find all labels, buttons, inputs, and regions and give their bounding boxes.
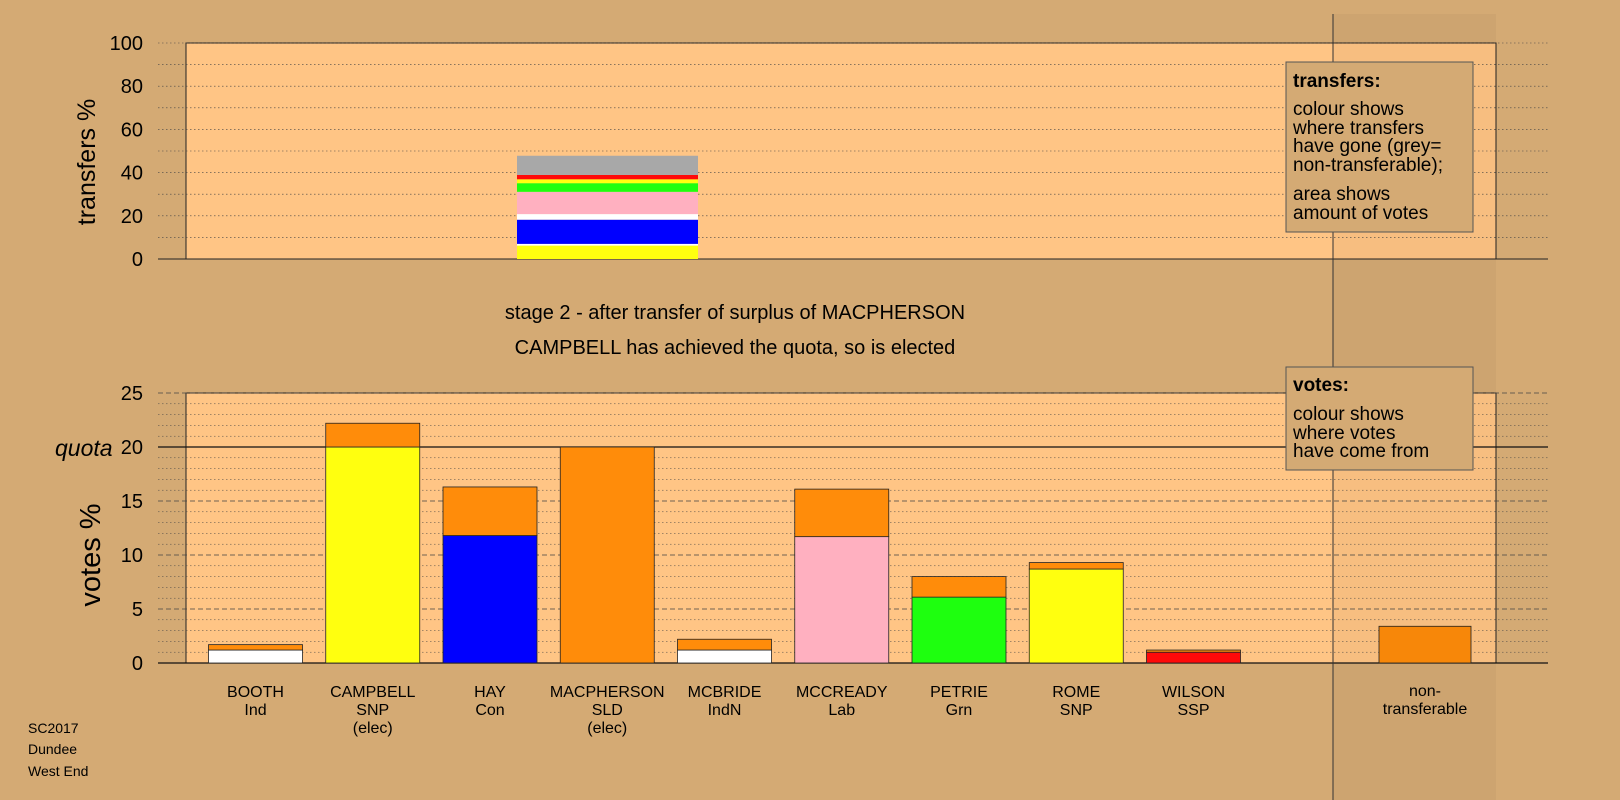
category-label: MCBRIDE	[688, 684, 762, 701]
transfer-segment-mccready	[517, 191, 698, 215]
category-label: non-	[1409, 683, 1441, 700]
bar-transfer-mcbride	[677, 638, 772, 651]
y-tick-label: 40	[121, 163, 143, 185]
legend-transfers: transfers: colour shows where transfers …	[1285, 61, 1474, 233]
category-label: ROME	[1052, 684, 1100, 701]
footer-council: Dundee	[28, 741, 77, 757]
legend-transfers-box	[1285, 61, 1474, 233]
legend-transfers-line: non-transferable);	[1293, 155, 1443, 176]
stage-line-2: CAMPBELL has achieved the quota, so is e…	[515, 337, 956, 359]
bar-transfer-booth	[208, 644, 303, 651]
category-label: MCCREADY	[796, 684, 888, 701]
y-tick-label: 5	[132, 599, 143, 621]
transfer-segment-wilson	[517, 174, 698, 180]
y-tick-label: 80	[121, 76, 143, 98]
stage-line-1: stage 2 - after transfer of surplus of M…	[505, 302, 965, 324]
y-tick-label: 15	[121, 491, 143, 513]
bar-non-transferable	[1378, 625, 1472, 664]
y-tick-label: 100	[110, 33, 143, 55]
category-label: SSP	[1177, 702, 1209, 719]
category-label: MACPHERSON	[550, 684, 665, 701]
bar-transfer-campbell	[325, 422, 421, 448]
bar-first-pref-mccready	[794, 536, 890, 664]
category-label: HAY	[474, 684, 506, 701]
legend-votes: votes: colour shows where votes have com…	[1285, 366, 1474, 471]
category-label: transferable	[1383, 701, 1468, 718]
category-label: Con	[475, 702, 504, 719]
legend-votes-line: have come from	[1293, 441, 1429, 462]
quota-label: quota	[55, 435, 113, 461]
category-label: (elec)	[587, 720, 627, 737]
category-label: WILSON	[1162, 684, 1225, 701]
votes-bars	[208, 422, 1472, 664]
transfers-bar	[517, 155, 698, 259]
transfer-segment-mcbride	[517, 214, 698, 220]
y-tick-label: 20	[121, 206, 143, 228]
bar-transfer-petrie	[911, 576, 1007, 598]
legend-votes-title: votes:	[1293, 375, 1349, 396]
bar-first-pref-wilson	[1146, 651, 1241, 664]
category-label: SNP	[356, 702, 389, 719]
y-tick-label: 25	[121, 383, 143, 405]
transfer-segment-non_transferable	[517, 155, 698, 175]
votes-category-labels: BOOTHIndCAMPBELLSNP(elec)HAYConMACPHERSO…	[227, 683, 1467, 737]
y-tick-label: 0	[132, 249, 143, 271]
category-label: PETRIE	[930, 684, 988, 701]
y-tick-label: 0	[132, 653, 143, 675]
category-label: SNP	[1060, 702, 1093, 719]
votes-tick-labels: 0 5 10 15 20 25	[121, 383, 143, 675]
legend-votes-box	[1285, 366, 1474, 471]
transfers-gridlines	[158, 42, 1548, 260]
transfer-segment-booth	[517, 243, 698, 246]
legend-transfers-line: where transfers	[1292, 118, 1424, 139]
y-tick-label: 10	[121, 545, 143, 567]
votes-axis-label: votes %	[75, 503, 107, 606]
category-label: IndN	[708, 702, 742, 719]
category-label: Grn	[946, 702, 973, 719]
legend-transfers-line: amount of votes	[1293, 203, 1428, 224]
legend-votes-line: colour shows	[1293, 404, 1404, 425]
legend-transfers-line: area shows	[1293, 184, 1390, 205]
category-label: CAMPBELL	[330, 684, 415, 701]
category-label: Ind	[244, 702, 266, 719]
bar-first-pref-rome	[1028, 568, 1124, 664]
y-tick-label: 20	[121, 437, 143, 459]
bar-transfer-hay	[442, 486, 538, 536]
bar-first-pref-mcbride	[677, 649, 772, 664]
footer-election: SC2017	[28, 720, 79, 736]
transfers-tick-labels: 0 20 40 60 80 100	[110, 33, 143, 271]
legend-transfers-line: colour shows	[1293, 99, 1404, 120]
bar-transfer-rome	[1028, 562, 1124, 570]
transfer-segment-petrie	[517, 183, 698, 192]
transfer-segment-hay	[517, 219, 698, 244]
transfers-plot-frame	[185, 42, 1497, 260]
bar-first-pref-hay	[442, 535, 538, 664]
bar-transfer-wilson	[1146, 649, 1241, 653]
bar-first-pref-campbell	[325, 446, 421, 664]
legend-transfers-title: transfers:	[1293, 71, 1381, 92]
bar-first-pref-petrie	[911, 596, 1007, 664]
bar-first-pref-booth	[208, 649, 303, 664]
legend-votes-line: where votes	[1292, 423, 1395, 444]
y-tick-label: 60	[121, 119, 143, 141]
footer-ward: West End	[28, 763, 88, 779]
category-label: SLD	[592, 702, 623, 719]
transfer-segment-rome	[517, 179, 698, 184]
bar-first-pref-macpherson	[559, 446, 655, 664]
category-label: (elec)	[353, 720, 393, 737]
transfers-axis-label: transfers %	[73, 99, 101, 225]
bar-transfer-mccready	[794, 488, 890, 538]
legend-transfers-line: have gone (grey=	[1293, 136, 1441, 157]
category-label: BOOTH	[227, 684, 284, 701]
category-label: Lab	[828, 702, 855, 719]
transfer-segment-campbell	[517, 245, 698, 259]
